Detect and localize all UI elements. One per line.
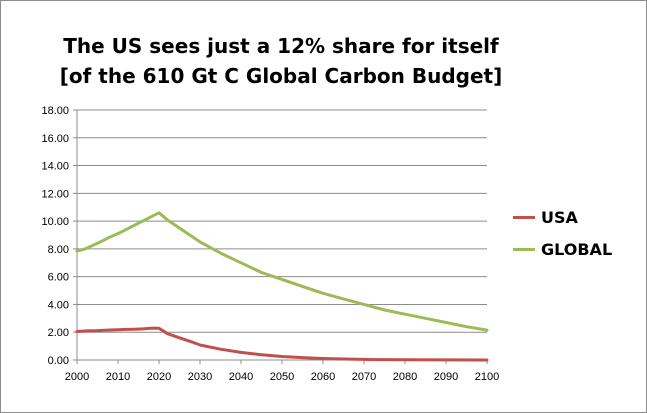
x-tick-label: 2040: [229, 371, 253, 383]
y-tick-label: 10.00: [41, 216, 69, 228]
legend-swatch-global: [513, 247, 535, 251]
series-line-usa: [75, 326, 489, 362]
chart-title-line-2: [of the 610 Gt C Global Carbon Budget]: [59, 64, 503, 88]
legend-label-global: GLOBAL: [541, 239, 613, 259]
x-tick-label: 2020: [147, 371, 171, 383]
series-line-global: [75, 211, 489, 332]
x-tick-label: 2060: [311, 371, 335, 383]
x-tick-label: 2100: [475, 371, 499, 383]
legend-item-usa: USA: [513, 201, 612, 233]
chart-title-line-1: The US sees just a 12% share for itself: [63, 34, 499, 58]
y-tick-label: 18.00: [41, 105, 69, 117]
x-tick-label: 2000: [65, 371, 89, 383]
legend-label-usa: USA: [541, 207, 578, 227]
tick-labels: 0.00 2.00 4.00 6.00 8.00 10.00 12.00 14.00 16.00…: [41, 105, 499, 383]
legend: USA GLOBAL: [513, 201, 612, 265]
x-tick-label: 2010: [106, 371, 130, 383]
y-tick-label: 14.00: [41, 161, 69, 173]
y-tick-label: 16.00: [41, 133, 69, 145]
x-tick-label: 2050: [270, 371, 294, 383]
x-tick-label: 2070: [352, 371, 376, 383]
chart-title: The US sees just a 12% share for itself …: [1, 31, 561, 91]
y-tick-label: 12.00: [41, 188, 69, 200]
gridlines: [77, 109, 487, 333]
y-tick-label: 8.00: [48, 244, 69, 256]
x-tick-label: 2090: [434, 371, 458, 383]
series-lines: [75, 211, 489, 362]
x-tick-label: 2030: [188, 371, 212, 383]
legend-swatch-usa: [513, 215, 535, 219]
x-tick-label: 2080: [393, 371, 417, 383]
y-tick-label: 4.00: [48, 299, 69, 311]
legend-item-global: GLOBAL: [513, 233, 612, 265]
y-tick-label: 0.00: [48, 355, 69, 367]
y-tick-label: 2.00: [48, 327, 69, 339]
axes: [73, 109, 488, 364]
y-tick-label: 6.00: [48, 272, 69, 284]
